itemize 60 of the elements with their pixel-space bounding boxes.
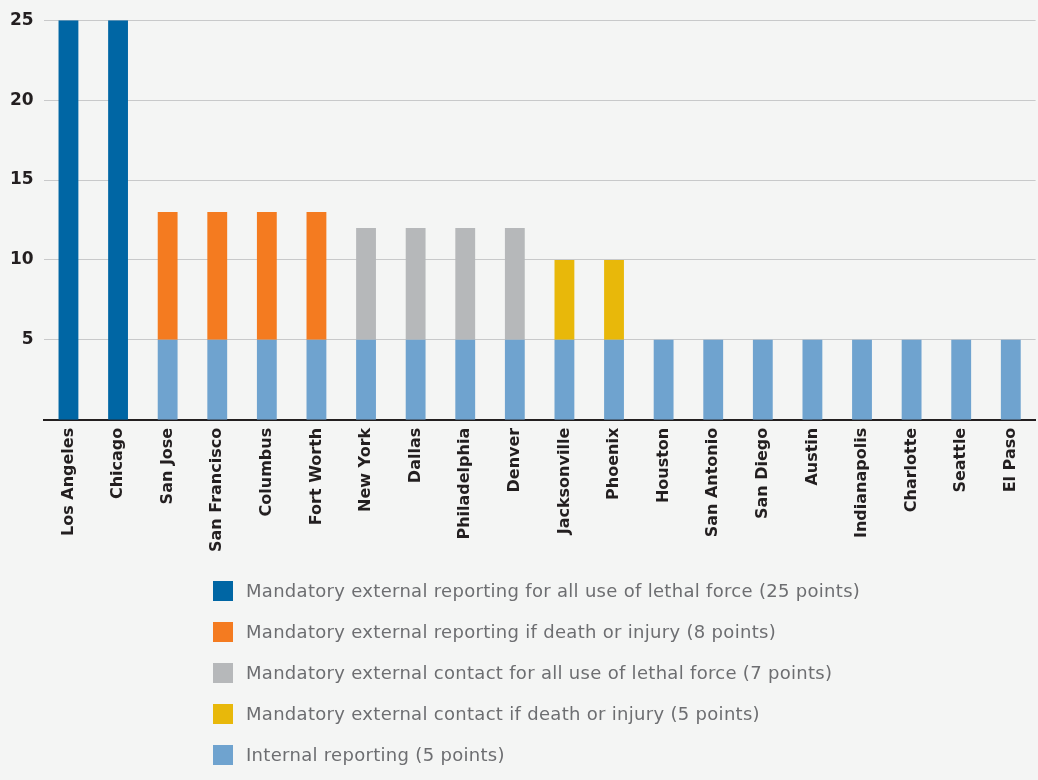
x-tick-label: San Antonio bbox=[702, 427, 722, 538]
y-tick-label: 25 bbox=[9, 8, 34, 29]
x-tick-label: Denver bbox=[503, 427, 523, 493]
bar bbox=[703, 339, 724, 420]
x-tick-label: Los Angeles bbox=[57, 427, 77, 536]
bar bbox=[455, 227, 476, 340]
x-tick-label: Jacksonville bbox=[553, 427, 573, 536]
bar bbox=[157, 339, 178, 420]
x-tick-label: Charlotte bbox=[900, 427, 920, 513]
x-tick-label: Fort Worth bbox=[305, 427, 325, 526]
x-tick-label: Dallas bbox=[404, 427, 424, 484]
bar bbox=[455, 339, 476, 420]
x-tick-label: Austin bbox=[801, 427, 821, 486]
x-tick-label: Indianapolis bbox=[851, 427, 871, 538]
x-tick-label: San Jose bbox=[156, 427, 176, 505]
bar bbox=[504, 227, 525, 340]
legend-label: Mandatory external reporting if death or injury (8 points) bbox=[246, 621, 776, 642]
bar bbox=[852, 339, 872, 420]
y-tick-label: 20 bbox=[9, 88, 34, 109]
x-tick-label: El Paso bbox=[999, 427, 1019, 493]
x-tick-label: San Francisco bbox=[206, 427, 226, 552]
bar bbox=[108, 20, 128, 420]
y-tick-label: 15 bbox=[9, 168, 34, 189]
legend-label: Internal reporting (5 points) bbox=[246, 744, 505, 765]
bar bbox=[1000, 339, 1021, 420]
x-tick-label: Chicago bbox=[107, 427, 127, 500]
x-tick-label: New York bbox=[355, 427, 375, 512]
bar bbox=[653, 339, 674, 420]
x-tick-label: San Diego bbox=[751, 427, 771, 520]
bar bbox=[157, 211, 178, 340]
bar bbox=[58, 20, 79, 420]
y-tick-label: 10 bbox=[9, 248, 34, 269]
x-tick-label: Houston bbox=[652, 427, 672, 504]
bar bbox=[356, 227, 376, 340]
x-tick-label: Philadelphia bbox=[454, 427, 474, 540]
bar bbox=[256, 339, 277, 420]
bar bbox=[554, 259, 575, 340]
bar bbox=[604, 339, 624, 420]
bar bbox=[802, 339, 823, 420]
x-tick-label: Phoenix bbox=[603, 427, 623, 500]
bar bbox=[207, 339, 228, 420]
bar bbox=[306, 211, 327, 340]
x-tick-label: Columbus bbox=[256, 427, 275, 517]
bar bbox=[306, 339, 327, 420]
bar bbox=[901, 339, 922, 420]
bar bbox=[604, 259, 624, 340]
bar bbox=[951, 339, 972, 420]
bar bbox=[356, 339, 376, 420]
legend-label: Mandatory external contact for all use of lethal force (7 points) bbox=[246, 662, 833, 683]
legend-label: Mandatory external reporting for all use of lethal force (25 points) bbox=[246, 580, 861, 601]
bar bbox=[405, 339, 426, 420]
bar bbox=[207, 211, 228, 340]
bar bbox=[504, 339, 525, 420]
legend-label: Mandatory external contact if death or injury (5 points) bbox=[246, 703, 760, 724]
x-tick-label: Seattle bbox=[950, 427, 970, 493]
bar bbox=[752, 339, 773, 420]
bar bbox=[256, 211, 277, 340]
y-tick-label: 5 bbox=[21, 328, 34, 349]
bar bbox=[554, 339, 575, 420]
bar bbox=[405, 227, 426, 340]
